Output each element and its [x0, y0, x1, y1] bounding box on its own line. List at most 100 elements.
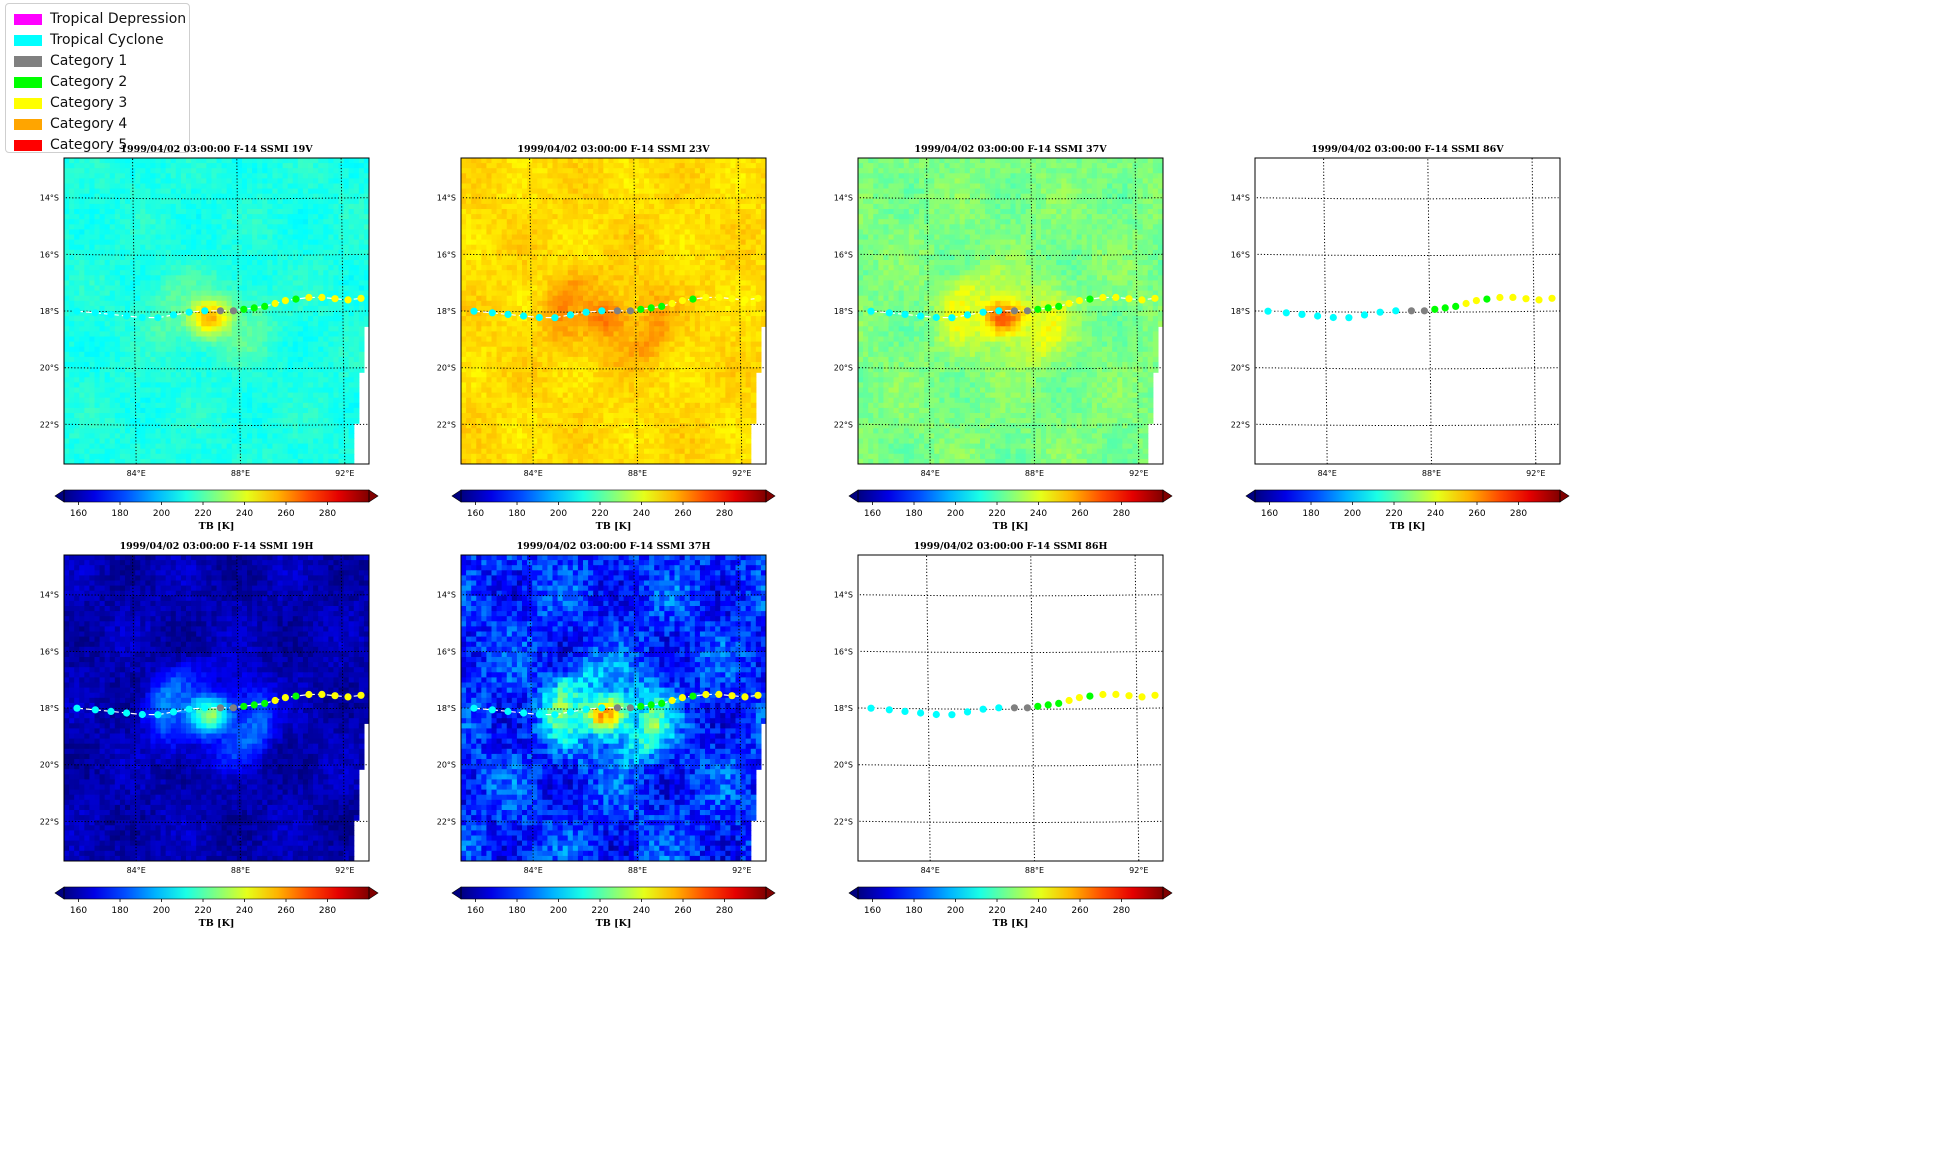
colorbar-tick-label: 240	[1427, 509, 1444, 519]
track-point	[741, 693, 749, 701]
track-point	[1112, 690, 1120, 699]
colorbar-label: TB [K]	[1390, 521, 1426, 532]
track-point	[668, 696, 676, 705]
track-point	[728, 295, 736, 303]
colorbar-extend-max	[368, 489, 379, 503]
track-point	[689, 295, 697, 303]
track-point	[1431, 305, 1439, 313]
track-point	[1075, 694, 1083, 702]
track-point	[331, 692, 339, 700]
track-point	[948, 314, 956, 322]
track-point	[1138, 693, 1146, 701]
lat-tick-label: 14°S	[437, 194, 456, 203]
lat-tick-label: 16°S	[40, 647, 59, 656]
track-point	[154, 711, 162, 719]
colorbar: 160 180 200 220 240 260 280 TB [K]	[451, 886, 776, 929]
track-point	[535, 313, 543, 322]
track-point	[488, 309, 496, 317]
colorbar-extend-min	[451, 489, 462, 503]
track-point	[1044, 304, 1052, 312]
track-point	[995, 307, 1003, 315]
colorbar-tick-label: 240	[633, 509, 650, 519]
legend-item: Category 2	[14, 73, 127, 91]
lat-tick-label: 14°S	[1231, 194, 1250, 203]
colorbar-tick-label: 180	[111, 906, 128, 916]
track-point	[250, 701, 258, 709]
track-line	[870, 296, 1156, 319]
track-point	[1298, 310, 1306, 318]
colorbar-label: TB [K]	[199, 918, 235, 929]
track-point	[292, 692, 300, 700]
colorbar: 160 180 200 220 240 260 280 TB [K]	[451, 489, 776, 532]
track-point	[566, 311, 575, 319]
track-point	[107, 310, 115, 318]
colorbar-tick-label: 200	[947, 906, 964, 916]
legend-swatch	[14, 55, 42, 67]
track-point	[1034, 305, 1042, 313]
track-point	[885, 706, 893, 714]
lon-tick-label: 92°E	[1129, 469, 1148, 478]
colorbar-tick-label: 280	[1113, 906, 1130, 916]
legend-swatch	[14, 34, 42, 46]
colorbar: 160 180 200 220 240 260 280 TB [K]	[848, 886, 1173, 929]
track-point	[504, 707, 512, 716]
track-point	[715, 690, 723, 699]
track-point	[1407, 307, 1415, 315]
track-point	[1360, 311, 1369, 319]
colorbar-tick-label: 280	[319, 509, 336, 519]
colorbar-tick-label: 180	[1302, 509, 1319, 519]
track-point	[470, 704, 478, 712]
track-point	[728, 692, 736, 700]
colorbar-tick-label: 220	[1385, 509, 1402, 519]
lon-tick-label: 84°E	[127, 469, 146, 478]
lat-tick-label: 18°S	[437, 704, 456, 713]
colorbar-tick-label: 200	[947, 509, 964, 519]
track-point	[1314, 312, 1322, 320]
colorbar-tick-label: 200	[1344, 509, 1361, 519]
track-point	[754, 294, 762, 302]
colorbar-tick-label: 160	[70, 906, 87, 916]
track-point	[250, 304, 258, 312]
track-point	[1472, 297, 1480, 305]
track-point	[169, 311, 178, 319]
track-point	[305, 690, 313, 699]
track-point	[261, 699, 269, 708]
track-point	[979, 705, 987, 713]
legend-item: Tropical Depression	[14, 10, 186, 28]
legend-label: Category 5	[50, 137, 128, 153]
colorbar-extend-max	[1162, 886, 1173, 900]
legend-item: Tropical Cyclone	[14, 31, 164, 49]
track-line	[76, 693, 362, 716]
track-point	[281, 297, 289, 305]
lat-tick-label: 22°S	[437, 420, 456, 429]
track-point	[1392, 307, 1400, 315]
lat-tick-label: 14°S	[40, 591, 59, 600]
track-point	[1496, 293, 1504, 302]
legend-label: Category 1	[50, 53, 128, 69]
cyclone-track	[73, 293, 365, 322]
lon-tick-label: 88°E	[628, 469, 647, 478]
lon-tick-label: 92°E	[335, 469, 354, 478]
colorbar-tick-label: 280	[319, 906, 336, 916]
colorbar-tick-label: 280	[716, 906, 733, 916]
track-point	[281, 694, 289, 702]
legend-item: Category 3	[14, 94, 127, 112]
lat-tick-label: 22°S	[834, 420, 853, 429]
track-point	[551, 711, 559, 719]
lon-tick-label: 84°E	[127, 866, 146, 875]
colorbar-tick-label: 180	[111, 509, 128, 519]
lon-tick-label: 88°E	[231, 866, 250, 875]
brightness-temperature-field	[461, 555, 766, 861]
colorbar-extend-max	[368, 886, 379, 900]
legend-label: Category 2	[50, 74, 128, 90]
panel-title: 1999/04/02 03:00:00 F-14 SSMI 37V	[914, 144, 1107, 155]
track-point	[1086, 692, 1094, 700]
track-point	[668, 299, 676, 308]
track-point	[344, 693, 352, 701]
track-point	[613, 704, 622, 712]
lon-tick-label: 84°E	[921, 866, 940, 875]
lat-tick-label: 18°S	[40, 307, 59, 316]
track-point	[357, 294, 365, 302]
track-point	[1151, 294, 1159, 302]
colorbar-tick-label: 160	[1261, 509, 1278, 519]
